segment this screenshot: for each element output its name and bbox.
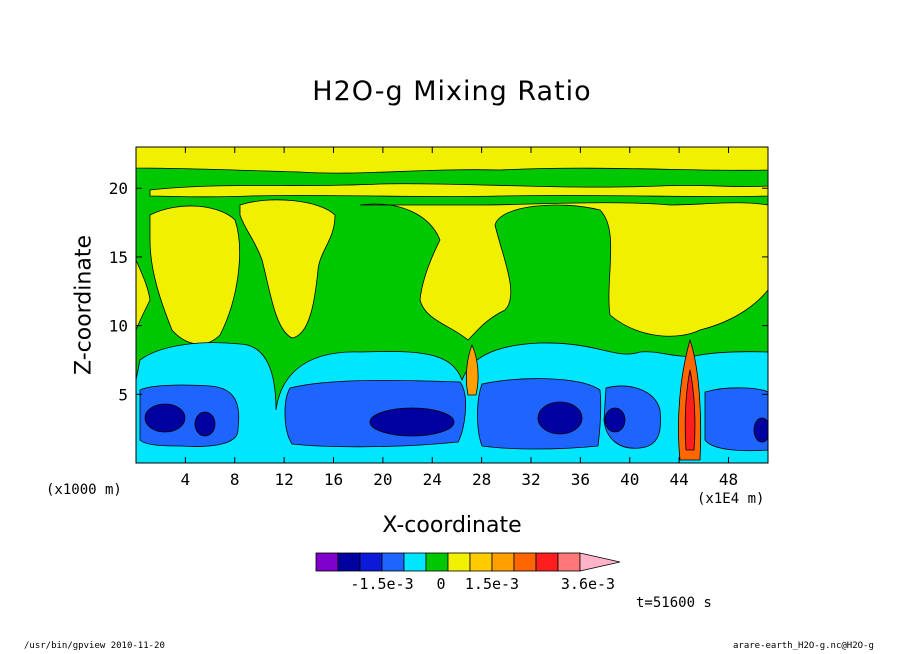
colorbar-swatch <box>469 552 493 572</box>
colorbar-swatch <box>447 552 471 572</box>
field-blue-4 <box>603 385 661 449</box>
colorbar-tick-label: -1.5e-3 <box>350 575 413 593</box>
x-tick-label: 48 <box>719 470 738 489</box>
contour-fields <box>136 147 768 463</box>
y-tick-label: 20 <box>109 179 128 198</box>
colorbar-swatch <box>513 552 537 572</box>
field-yellow-lobe-2 <box>239 199 336 339</box>
x-tick-label: 4 <box>181 470 191 489</box>
plot-frame <box>135 146 769 464</box>
field-deep-blue-5 <box>604 407 626 433</box>
x-tick-label: 32 <box>521 470 540 489</box>
field-yellow-band-20 <box>149 183 768 198</box>
time-label: t=51600 s <box>636 595 712 611</box>
field-deep-blue-4 <box>537 401 583 435</box>
colorbar-tick-label: 1.5e-3 <box>465 575 519 593</box>
y-axis-label: Z-coordinate <box>71 235 97 375</box>
colorbar-tick-label: 0 <box>436 575 445 593</box>
x-tick-label: 44 <box>669 470 688 489</box>
colorbar-swatch <box>381 552 405 572</box>
x-tick-label: 20 <box>373 470 392 489</box>
field-deep-blue-2 <box>194 411 216 437</box>
footer-right: arare-earth_H2O-g.nc@H2O-g <box>733 641 874 651</box>
x-tick-label: 24 <box>423 470 442 489</box>
colorbar-tick-label: 3.6e-3 <box>561 575 615 593</box>
x-tick-label: 16 <box>324 470 343 489</box>
colorbar-extend-arrow <box>579 552 621 572</box>
field-yellow-top <box>136 147 768 174</box>
field-yellow-lobe-1 <box>149 205 240 345</box>
colorbar-swatch <box>491 552 515 572</box>
colorbar-swatch <box>359 552 383 572</box>
colorbar-swatch <box>315 552 339 572</box>
colorbar-swatch <box>337 552 361 572</box>
field-blue-5 <box>704 387 768 452</box>
x-tick-label: 36 <box>571 470 590 489</box>
field-deep-blue-6 <box>753 417 768 443</box>
footer-left: /usr/bin/gpview 2010-11-20 <box>24 641 165 651</box>
field-plume-28 <box>465 343 479 396</box>
field-deep-blue-1 <box>144 403 186 433</box>
x-unit-label: (x1E4 m) <box>697 491 765 507</box>
chart-title: H2O-g Mixing Ratio <box>312 76 592 107</box>
colorbar-swatch <box>403 552 427 572</box>
colorbar-swatch <box>557 552 581 572</box>
y-tick-label: 10 <box>109 317 128 336</box>
field-yellow-lobe-3 <box>359 202 768 341</box>
field-deep-blue-3 <box>369 407 455 437</box>
y-tick-label: 15 <box>109 248 128 267</box>
y-tick-label: 5 <box>118 385 128 404</box>
x-tick-label: 28 <box>472 470 491 489</box>
x-axis-label: X-coordinate <box>382 513 522 538</box>
x-tick-label: 8 <box>230 470 240 489</box>
y-unit-label: (x1000 m) <box>46 482 122 498</box>
colorbar-swatch <box>425 552 449 572</box>
field-plume-44-core <box>684 369 696 451</box>
x-tick-label: 40 <box>620 470 639 489</box>
field-yellow-left <box>136 259 151 331</box>
x-tick-label: 12 <box>274 470 293 489</box>
colorbar-swatch <box>535 552 559 572</box>
